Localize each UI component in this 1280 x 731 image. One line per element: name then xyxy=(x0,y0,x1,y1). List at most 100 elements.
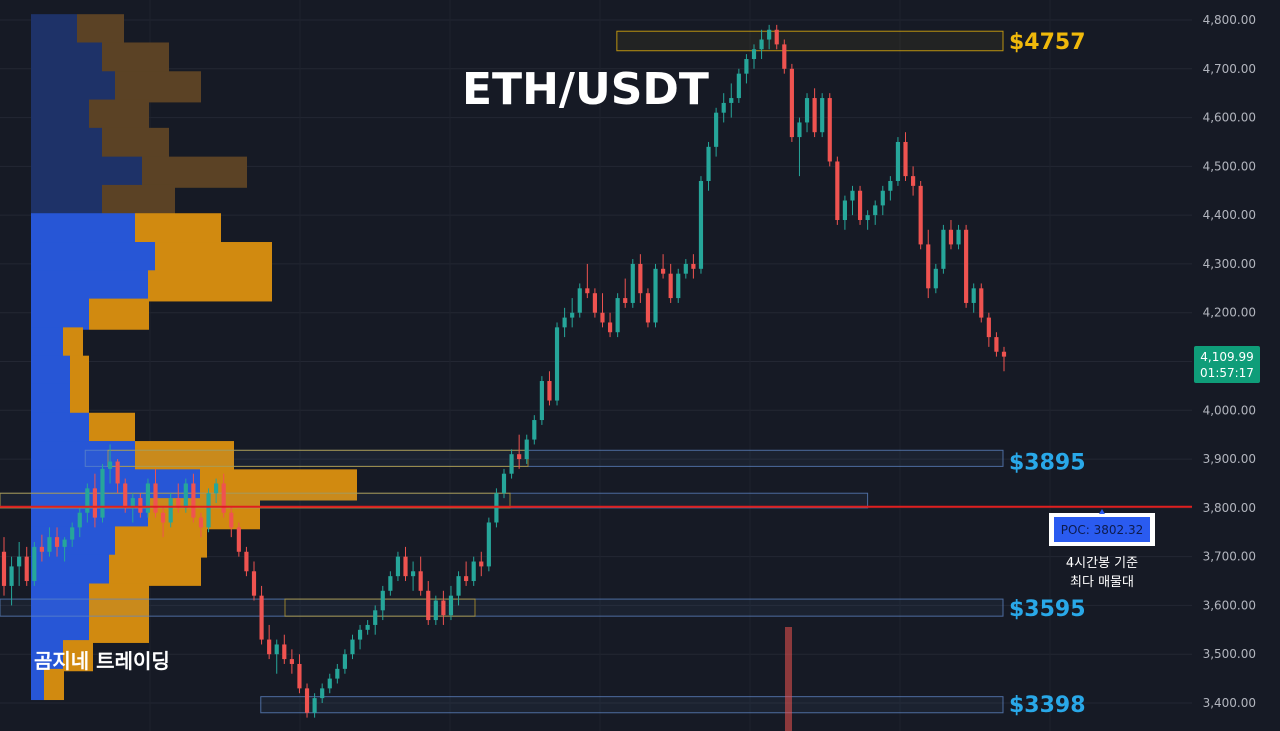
candle-body xyxy=(941,229,946,269)
candle-body xyxy=(236,527,241,552)
candle-body xyxy=(691,263,696,269)
candle-body xyxy=(100,468,105,518)
candle-body xyxy=(971,288,976,303)
zone-boxes xyxy=(0,30,1004,714)
candle-body xyxy=(327,678,332,689)
candle-body xyxy=(289,659,294,664)
candle-body xyxy=(751,49,757,60)
vp-sell-bar xyxy=(44,668,64,701)
candle-body xyxy=(471,561,476,582)
vp-buy-bar xyxy=(31,611,89,643)
candle-body xyxy=(547,381,552,401)
candlesticks xyxy=(1,24,1007,718)
y-tick-label: 3,700.00 xyxy=(1203,550,1256,564)
candle-body xyxy=(161,512,166,523)
vp-buy-bar xyxy=(31,554,109,586)
candle-body xyxy=(577,288,582,313)
y-tick-label: 3,900.00 xyxy=(1203,452,1256,466)
candle-body xyxy=(698,180,704,269)
candle-body xyxy=(630,263,635,303)
vp-sell-bar xyxy=(102,42,169,74)
candle-body xyxy=(267,639,272,655)
candle-body xyxy=(797,122,802,138)
candle-body xyxy=(895,141,901,181)
y-tick-label: 4,200.00 xyxy=(1203,306,1256,320)
candle-body xyxy=(62,539,67,547)
candle-body xyxy=(865,215,870,221)
last-price: 4,109.99 xyxy=(1200,350,1253,364)
candle-body xyxy=(767,29,772,40)
candle-body xyxy=(842,200,847,221)
candle-body xyxy=(411,571,416,577)
vp-buy-bar xyxy=(31,270,148,302)
candle-body xyxy=(986,317,991,338)
zone-fill xyxy=(0,493,868,508)
candle-body xyxy=(426,590,431,621)
candle-body xyxy=(570,312,575,318)
candle-body xyxy=(403,556,408,577)
candle-body xyxy=(820,98,825,133)
vp-sell-bar xyxy=(155,242,272,274)
vp-sell-bar xyxy=(135,213,221,245)
candle-body xyxy=(759,39,764,50)
candle-body xyxy=(380,590,385,611)
candle-body xyxy=(365,624,370,630)
candle-body xyxy=(585,288,590,294)
candle-body xyxy=(115,461,120,484)
candle-body xyxy=(683,263,688,274)
candle-body xyxy=(948,229,954,245)
candle-body xyxy=(903,141,908,177)
candle-body xyxy=(714,112,719,147)
vp-buy-bar xyxy=(31,242,155,274)
candle-body xyxy=(653,268,658,323)
candle-body xyxy=(956,229,961,245)
candle-body xyxy=(259,595,264,640)
vp-sell-bar xyxy=(77,14,124,46)
y-tick-label: 4,000.00 xyxy=(1203,403,1256,417)
candle-body xyxy=(774,29,779,45)
candle-body xyxy=(54,537,60,547)
candle-body xyxy=(168,498,173,523)
candle-body xyxy=(350,639,355,655)
vp-sell-bar xyxy=(148,270,272,302)
vp-sell-bar xyxy=(63,640,93,672)
zone-box xyxy=(616,30,1004,52)
candle-body xyxy=(804,98,810,123)
candle-body xyxy=(191,483,196,518)
vp-sell-bar xyxy=(142,156,247,188)
candle-body xyxy=(979,288,984,318)
candle-body xyxy=(251,571,257,596)
candle-body xyxy=(183,483,188,508)
candle-body xyxy=(138,498,143,513)
zone-fill xyxy=(616,31,1003,51)
vp-buy-bar xyxy=(31,355,70,387)
candle-body xyxy=(736,73,741,99)
candle-body xyxy=(297,663,302,689)
candle-body xyxy=(77,512,82,528)
vp-sell-bar xyxy=(148,498,260,530)
candle-body xyxy=(130,498,135,508)
candle-body xyxy=(229,512,234,528)
zone-box-yellow xyxy=(284,598,476,617)
candle-body xyxy=(464,576,469,582)
vp-buy-bar xyxy=(31,99,89,131)
candle-body xyxy=(827,98,832,162)
y-tick-label: 4,500.00 xyxy=(1203,159,1256,173)
vp-buy-bar xyxy=(31,327,63,359)
y-tick-label: 4,800.00 xyxy=(1203,13,1256,27)
candle-body xyxy=(729,98,734,103)
countdown: 01:57:17 xyxy=(1200,366,1254,380)
candle-body xyxy=(668,273,673,299)
watermark-brand: 곰지네 트레이딩 xyxy=(34,649,170,673)
chart-title: ETH/USDT xyxy=(462,64,709,115)
last-price-badge[interactable]: 4,109.99 01:57:17 xyxy=(1194,346,1260,383)
level-label: $3398 xyxy=(1009,693,1086,718)
candle-body xyxy=(532,420,537,440)
candle-body xyxy=(107,461,113,469)
vp-buy-bar xyxy=(31,298,89,330)
zone-box xyxy=(0,598,1004,617)
candle-body xyxy=(479,561,484,567)
candle-body xyxy=(304,688,310,713)
